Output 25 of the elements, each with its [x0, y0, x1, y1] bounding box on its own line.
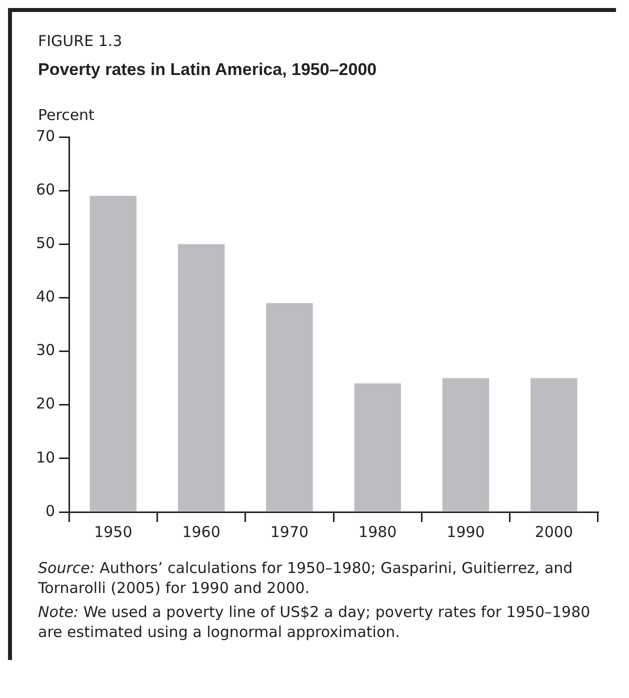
y-tick-label: 60: [36, 180, 56, 198]
chart-title: Poverty rates in Latin America, 1950–2000: [38, 60, 378, 80]
y-tick-label: 20: [36, 394, 56, 413]
x-tick-label: 1990: [446, 522, 485, 541]
x-tick-label: 2000: [534, 522, 574, 541]
bar: [266, 303, 313, 512]
bar: [530, 378, 578, 512]
bar: [442, 378, 490, 512]
chart-subtitle: FIGURE 1.3: [38, 32, 124, 50]
x-tick-label: 1970: [270, 522, 309, 541]
y-axis-title: Percent: [38, 106, 96, 124]
bar: [178, 244, 225, 512]
x-tick-label: 1950: [94, 522, 132, 541]
text: Note: We used a poverty line of US$2 a day; poverty rates for 1950–1980 are estimated using a lognormal approximation.: [38, 602, 592, 642]
bar: [354, 383, 401, 512]
source-note: Source: Authors’ calculations for 1950–1980; Gasparini, Guitierrez, and Tornarolli (2005) for 1990 and 2000.: [38, 558, 574, 598]
x-tick-label: 1980: [358, 522, 397, 541]
y-tick-label: 50: [36, 234, 56, 252]
x-tick-label: 1960: [182, 522, 220, 541]
bar: [90, 196, 137, 512]
y-tick-label: 10: [36, 448, 56, 466]
y-tick-label: 70: [36, 126, 56, 145]
y-tick-label: 0: [46, 502, 56, 520]
y-tick-label: 30: [36, 341, 56, 360]
y-tick-label: 40: [36, 288, 56, 306]
